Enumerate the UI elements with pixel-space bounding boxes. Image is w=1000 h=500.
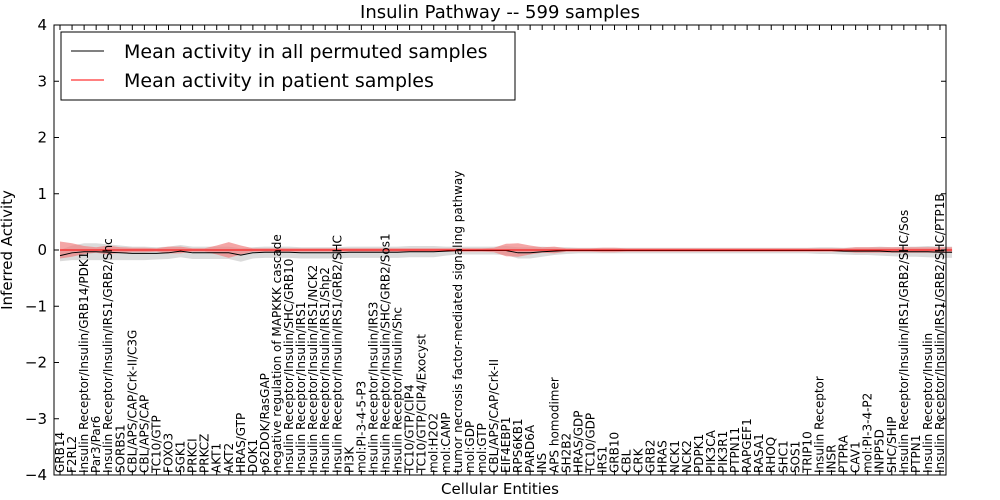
x-tick-label: CBL/APS/CAP (137, 395, 151, 473)
x-tick-label: CAV1 (849, 441, 863, 473)
x-tick-label: IRS1 (595, 446, 609, 473)
x-tick-label: HRAS/GDP (571, 410, 585, 473)
x-tick-label: Insulin Receptor/Insulin/GRB14/PDK1 (77, 252, 91, 473)
x-tick-label: CBL (620, 449, 634, 473)
x-tick-label: PIK3CA (704, 429, 718, 473)
line-permuted (59, 250, 953, 257)
x-tick-label: Insulin Receptor/Insulin/IRS1/GRB2/Shc (101, 238, 115, 473)
x-tick-label: TC10/GTP/CIP4/Exocyst (415, 334, 429, 474)
x-tick-label: mol:GDP (463, 421, 477, 473)
x-tick-label: SHC/SHIP (885, 417, 899, 473)
x-tick-label: Insulin Receptor/Insulin/SHC/GRB2/Sos1 (378, 233, 392, 473)
x-tick-label: mol:CAMP (439, 412, 453, 473)
x-tick-label: EIF4EBP1 (499, 417, 513, 473)
x-tick-label: INPP5D (873, 429, 887, 473)
x-tick-label: F2RL2 (65, 436, 79, 473)
x-tick-label: p62DOK/RasGAP (258, 373, 272, 473)
x-tick-label: GRB2 (644, 439, 658, 473)
y-tick-label: −1 (25, 297, 47, 315)
legend-label-permuted: Mean activity in all permuted samples (124, 41, 487, 63)
chart-title: Insulin Pathway -- 599 samples (360, 2, 640, 23)
x-tick-label: FOXO3 (161, 433, 175, 473)
x-tick-label: PTPN11 (728, 427, 742, 473)
x-tick-label: SOS1 (788, 441, 802, 473)
plot-area-frame (53, 24, 947, 476)
y-tick-label: 4 (37, 16, 47, 34)
x-tick-label: GRB10 (608, 432, 622, 473)
y-tick-label: 3 (37, 72, 47, 90)
x-tick-label: TC10/GTP/CIP4 (403, 384, 417, 474)
x-tick-label: PTPRA (837, 434, 851, 473)
y-tick-label: 2 (37, 129, 47, 147)
x-tick-label: mol:PI-3-4-5-P3 (354, 381, 368, 473)
y-tick-label: −4 (25, 466, 47, 484)
x-tick-label: CRK (632, 447, 646, 473)
x-tick-label: AKT2 (222, 443, 236, 473)
x-tick-label: SH2B2 (559, 433, 573, 473)
x-tick-label: Insulin Receptor/Insulin/IRS1/Shp2 (318, 267, 332, 473)
x-tick-label: Insulin Receptor/Insulin/IRS1/NCK2 (306, 265, 320, 473)
y-tick-label: −3 (25, 410, 47, 428)
x-axis-label: Cellular Entities (441, 480, 559, 498)
y-tick-label: 0 (37, 241, 47, 259)
x-tick-label: RPS6KB1 (511, 418, 525, 473)
x-tick-label: APS homodimer (547, 377, 561, 473)
x-tick-label: DOK1 (246, 439, 260, 473)
series-lines (59, 249, 953, 257)
y-tick-label: −2 (25, 354, 47, 372)
x-tick-label: PDPK1 (692, 434, 706, 473)
x-tick-label: INS (535, 453, 549, 473)
x-tick-label: Insulin Receptor/Insulin/IRS1/GRB2/SHC/S… (897, 210, 911, 473)
x-tick-label: Par3/Par6 (89, 416, 103, 473)
x-tick-label: SGK1 (174, 441, 188, 473)
y-axis-label: Inferred Activity (0, 190, 16, 310)
x-tick-label: HRAS/GTP (234, 413, 248, 473)
x-tick-label: Insulin Receptor/Insulin/IRS1 (294, 302, 308, 473)
x-tick-label: mol:PI-3-4-P2 (861, 393, 875, 473)
x-tick-label: TRIP10 (800, 431, 814, 474)
x-tick-label: Insulin Receptor (812, 376, 826, 473)
x-tick-label: SORBS1 (113, 424, 127, 473)
x-tick-label: RAPGEF1 (740, 418, 754, 473)
x-tick-label: mol:GTP (475, 423, 489, 473)
x-tick-label: NCK2 (680, 440, 694, 473)
x-tick-label: CBL/APS/CAP/Crk-II (487, 359, 501, 473)
x-tick-label: GRB14 (53, 432, 67, 473)
legend-label-patient: Mean activity in patient samples (124, 70, 434, 92)
y-tick-label: 1 (37, 185, 47, 203)
x-tick-label: tumor necrosis factor-mediated signaling… (451, 171, 465, 473)
x-tick-label: PRKCZ (198, 434, 212, 473)
legend: Mean activity in all permuted samples Me… (60, 31, 516, 101)
x-tick-label: NCK1 (668, 440, 682, 473)
x-tick-label: Insulin Receptor/Insulin (921, 333, 935, 473)
x-tick-label: RHOQ (764, 437, 778, 473)
x-tick-label: PARD6A (523, 424, 537, 473)
x-tick-label: mol:H2O2 (427, 413, 441, 473)
x-tick-label: Insulin Receptor/Insulin/IRS1/GRB2/SHC (330, 235, 344, 473)
x-tick-label: Insulin Receptor/Insulin/SHC/GRB10 (282, 259, 296, 473)
x-tick-label: Insulin Receptor/Insulin/Shc (391, 307, 405, 473)
x-tick-label: RASA1 (752, 433, 766, 473)
x-tick-label: CBL/APS/CAP/Crk-II/C3G (125, 330, 139, 473)
x-tick-label: INSR (825, 445, 839, 473)
x-tick-label: AKT1 (210, 443, 224, 473)
x-tick-label: Insulin Receptor/Insulin/IRS1/GRB2/SHC/P… (933, 193, 947, 473)
x-tick-label: TC10/GDP (583, 413, 597, 474)
x-tick-label: PRKCI (186, 438, 200, 473)
x-tick-label: PIK3R1 (716, 431, 730, 473)
x-tick-label: SHC1 (776, 440, 790, 473)
x-tick-label: PI3K (342, 446, 356, 473)
x-tick-label: Insulin Receptor/Insulin/IRS3 (366, 302, 380, 473)
x-tick-label: PTPN1 (909, 435, 923, 473)
x-tick-label: negative regulation of MAPKKK cascade (270, 234, 284, 473)
legend-box (60, 31, 516, 101)
x-tick-label: HRAS (656, 440, 670, 473)
x-tick-label: TC10/GTP (149, 415, 163, 474)
